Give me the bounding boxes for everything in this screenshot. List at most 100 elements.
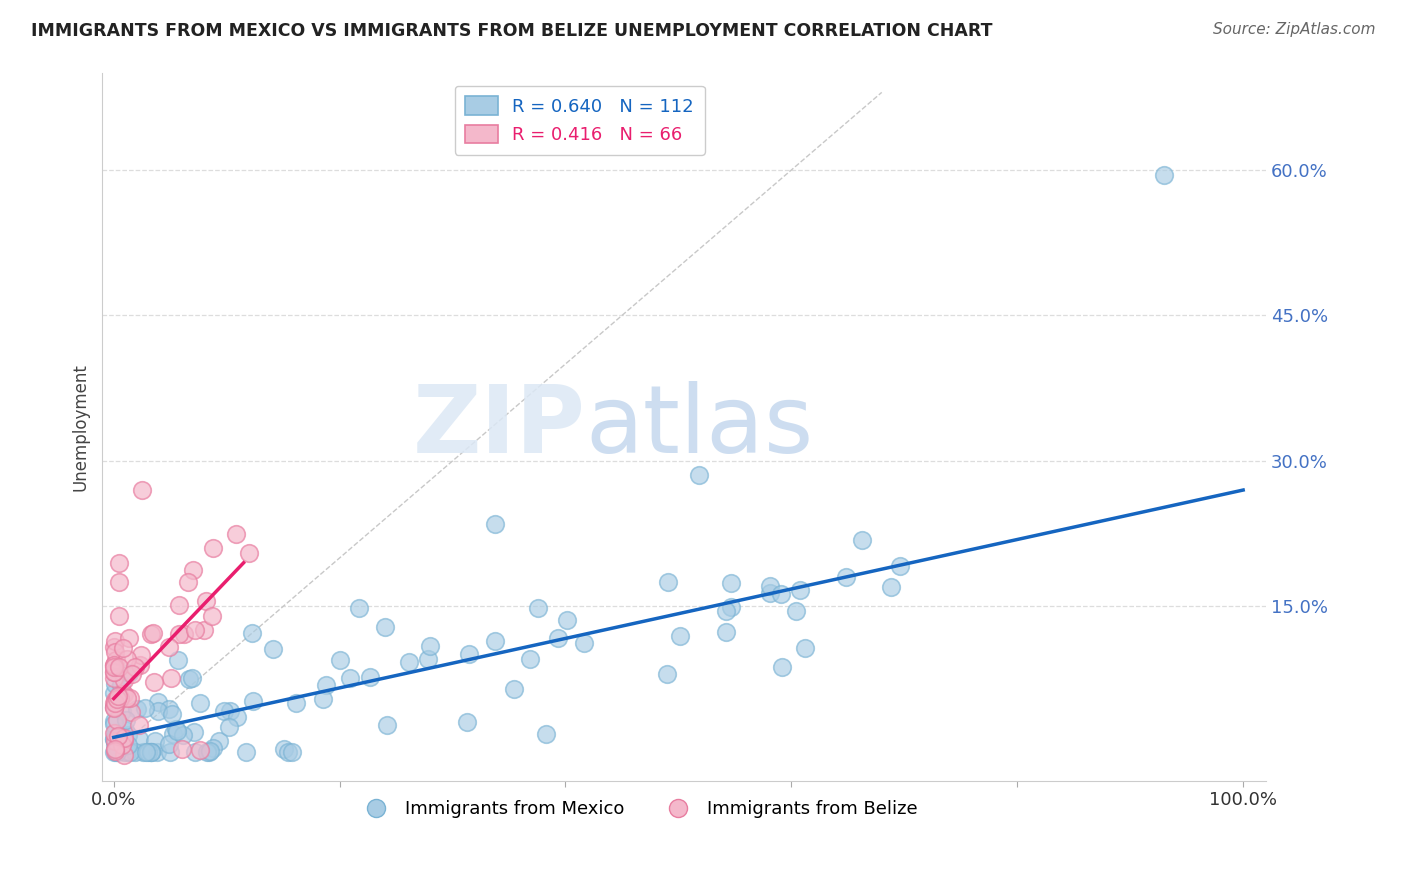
Point [456,715,478,730]
Point [198,745,221,759]
Y-axis label: Unemployment: Unemployment [72,363,89,491]
Point [208,734,231,748]
Point [103,738,125,752]
Point [277,745,299,759]
Point [112,673,135,687]
Point [173,627,195,641]
Point [121,666,143,681]
Point [112,641,135,656]
Point [714,625,737,640]
Point [103,732,125,747]
Point [688,468,710,483]
Text: IMMIGRANTS FROM MEXICO VS IMMIGRANTS FROM BELIZE UNEMPLOYMENT CORRELATION CHART: IMMIGRANTS FROM MEXICO VS IMMIGRANTS FRO… [31,22,993,40]
Point [160,706,183,721]
Text: Source: ZipAtlas.com: Source: ZipAtlas.com [1212,22,1375,37]
Point [226,710,249,724]
Point [115,690,138,705]
Point [177,574,200,589]
Point [281,745,304,759]
Point [167,653,190,667]
Point [115,745,138,759]
Point [139,745,162,759]
Point [536,726,558,740]
Point [103,696,125,710]
Point [177,672,200,686]
Point [851,533,873,548]
Point [112,731,135,745]
Point [218,720,240,734]
Point [143,734,166,748]
Point [103,660,125,674]
Point [104,645,127,659]
Point [135,745,157,759]
Point [103,701,125,715]
Point [112,687,135,701]
Point [128,658,150,673]
Point [195,745,218,759]
Point [785,604,807,618]
Point [329,653,352,667]
Point [103,745,125,759]
Point [117,738,139,752]
Point [181,564,204,578]
Point [105,731,128,746]
Point [162,727,184,741]
Point [104,744,127,758]
Point [484,516,506,531]
Point [165,722,187,736]
Point [104,745,127,759]
Point [107,689,129,703]
Point [166,724,188,739]
Point [377,718,399,732]
Point [128,718,150,732]
Point [124,660,146,674]
Point [108,575,131,590]
Point [107,660,129,674]
Point [110,738,132,752]
Point [103,725,125,739]
Point [398,655,420,669]
Point [125,702,148,716]
Point [110,678,132,692]
Point [103,686,125,700]
Point [120,705,142,719]
Point [104,726,127,740]
Point [103,700,125,714]
Point [112,733,135,747]
Point [104,653,127,667]
Point [184,745,207,759]
Point [238,546,260,560]
Point [131,483,153,497]
Point [139,745,162,759]
Point [141,745,163,759]
Point [262,642,284,657]
Point [103,717,125,731]
Point [117,666,139,681]
Point [146,705,169,719]
Point [1153,168,1175,182]
Point [572,635,595,649]
Point [146,695,169,709]
Text: atlas: atlas [585,381,814,473]
Point [167,626,190,640]
Point [555,613,578,627]
Point [835,570,858,584]
Point [339,671,361,685]
Point [139,627,162,641]
Point [112,745,135,759]
Point [104,634,127,648]
Point [118,631,141,645]
Point [195,594,218,608]
Point [184,623,207,637]
Point [188,743,211,757]
Point [120,690,142,705]
Point [219,704,242,718]
Point [117,728,139,742]
Point [103,671,125,685]
Point [103,665,125,679]
Point [104,693,127,707]
Legend: Immigrants from Mexico, Immigrants from Belize: Immigrants from Mexico, Immigrants from … [350,793,925,825]
Point [104,696,127,710]
Point [889,559,911,574]
Point [103,699,125,714]
